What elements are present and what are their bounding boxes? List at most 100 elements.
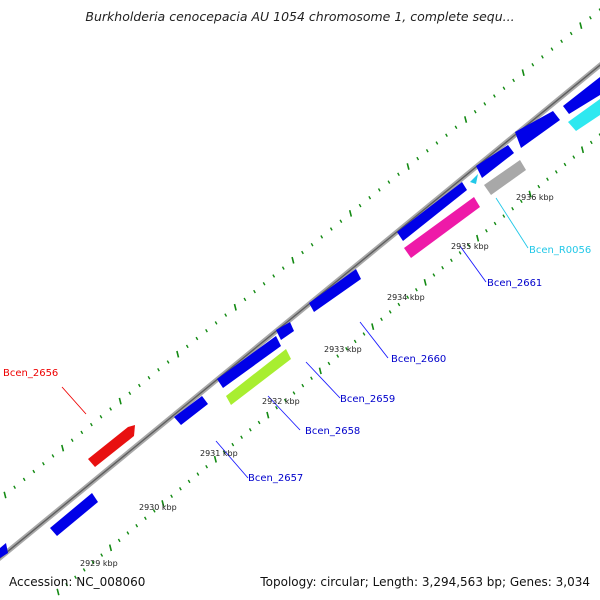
minor-tick xyxy=(449,258,453,263)
major-tick xyxy=(161,500,165,507)
major-tick xyxy=(233,303,237,311)
minor-tick xyxy=(380,317,383,322)
major-tick xyxy=(61,444,65,452)
minor-tick xyxy=(511,206,515,211)
gene-feature-bcen-2661[interactable] xyxy=(404,197,480,258)
minor-tick xyxy=(41,461,45,466)
gene-label-bcen-2660[interactable]: Bcen_2660 xyxy=(391,354,446,365)
minor-tick xyxy=(454,125,458,130)
minor-tick xyxy=(243,297,247,302)
minor-tick xyxy=(329,227,333,231)
minor-tick xyxy=(240,435,244,439)
minor-tick xyxy=(22,477,26,482)
minor-tick xyxy=(388,310,392,314)
minor-tick xyxy=(196,472,200,476)
gene-feature-upper-4[interactable] xyxy=(563,77,600,114)
major-tick xyxy=(176,350,180,358)
minor-tick xyxy=(178,487,182,491)
gene-feature-bcen-2656[interactable] xyxy=(88,425,135,467)
gene-feature-upper-2[interactable] xyxy=(476,145,514,178)
minor-tick xyxy=(99,415,103,419)
kbp-label: 2935 kbp xyxy=(451,242,489,251)
minor-tick xyxy=(320,235,324,239)
minor-tick xyxy=(166,360,170,364)
minor-tick xyxy=(89,422,93,427)
gene-feature-2659-b[interactable] xyxy=(276,322,294,340)
minor-tick xyxy=(301,250,304,255)
minor-tick xyxy=(281,266,285,270)
gene-feature-cyan[interactable] xyxy=(568,99,600,131)
minor-tick xyxy=(248,428,252,432)
minor-tick xyxy=(502,86,506,90)
major-tick xyxy=(3,491,7,499)
gene-feature-gray[interactable] xyxy=(484,160,526,195)
major-tick xyxy=(476,234,480,242)
minor-tick xyxy=(327,361,331,366)
minor-tick xyxy=(537,184,541,189)
minor-tick xyxy=(126,531,130,535)
gene-feature-edge[interactable] xyxy=(0,543,8,558)
major-tick xyxy=(348,210,353,217)
minor-tick xyxy=(157,368,160,372)
feature-track xyxy=(0,77,600,558)
gene-feature-upper-3[interactable] xyxy=(515,111,560,148)
gene-label-bcen-r0056[interactable]: Bcen_R0056 xyxy=(529,245,591,256)
major-tick xyxy=(521,69,525,76)
minor-tick xyxy=(492,94,496,98)
gene-feature-bcen-2658[interactable] xyxy=(226,349,291,405)
kbp-label: 2929 kbp xyxy=(80,559,118,568)
gene-label-bcen-2661[interactable]: Bcen_2661 xyxy=(487,278,542,289)
minor-tick xyxy=(445,133,448,137)
minor-tick xyxy=(362,332,366,336)
minor-tick xyxy=(531,63,535,67)
minor-tick xyxy=(416,156,420,161)
minor-tick xyxy=(569,31,573,36)
minor-tick xyxy=(224,313,228,317)
minor-tick xyxy=(467,243,471,248)
minor-tick xyxy=(231,442,235,447)
minor-tick xyxy=(336,354,340,358)
minor-tick xyxy=(137,383,141,388)
gene-label-bcen-2656[interactable]: Bcen_2656 xyxy=(3,368,58,379)
major-tick xyxy=(423,279,427,286)
major-tick xyxy=(108,544,113,552)
minor-tick xyxy=(353,339,357,344)
gene-feature-upper-1[interactable] xyxy=(397,182,467,241)
minor-tick xyxy=(406,295,410,299)
minor-tick xyxy=(275,405,278,410)
gene-feature-bcen-r0056[interactable] xyxy=(470,174,478,184)
minor-tick xyxy=(91,560,95,565)
minor-tick xyxy=(387,180,391,184)
minor-tick xyxy=(572,155,576,159)
minor-tick xyxy=(368,195,372,200)
minor-tick xyxy=(70,438,74,442)
gene-feature-bcen-2657[interactable] xyxy=(174,396,208,425)
gene-feature-2930[interactable] xyxy=(50,493,98,536)
minor-tick xyxy=(310,242,314,247)
major-tick xyxy=(464,116,468,123)
major-tick xyxy=(56,588,60,596)
minor-tick xyxy=(253,289,256,294)
major-tick xyxy=(579,22,583,29)
kbp-label: 2933 kbp xyxy=(324,345,362,354)
minor-tick xyxy=(195,336,199,341)
gene-labels: Bcen_2656 Bcen_2657 Bcen_2658 Bcen_2659 … xyxy=(3,245,591,484)
minor-tick xyxy=(435,141,439,145)
minor-tick xyxy=(441,265,445,270)
gene-label-bcen-2657[interactable]: Bcen_2657 xyxy=(248,473,303,484)
gene-label-bcen-2659[interactable]: Bcen_2659 xyxy=(340,394,395,405)
minor-tick xyxy=(185,344,189,349)
major-tick xyxy=(213,455,217,463)
gene-feature-2659-a[interactable] xyxy=(217,336,281,388)
gene-feature-2660[interactable] xyxy=(309,269,361,312)
major-tick xyxy=(528,190,532,198)
gene-label-bcen-2658[interactable]: Bcen_2658 xyxy=(305,426,360,437)
minor-tick xyxy=(563,162,567,167)
minor-tick xyxy=(32,469,36,474)
minor-tick xyxy=(458,251,462,255)
minor-tick xyxy=(432,273,436,277)
major-tick xyxy=(371,323,375,330)
kbp-labels: 2929 kbp 2930 kbp 2931 kbp 2932 kbp 2933… xyxy=(80,193,554,568)
minor-tick xyxy=(152,509,156,513)
